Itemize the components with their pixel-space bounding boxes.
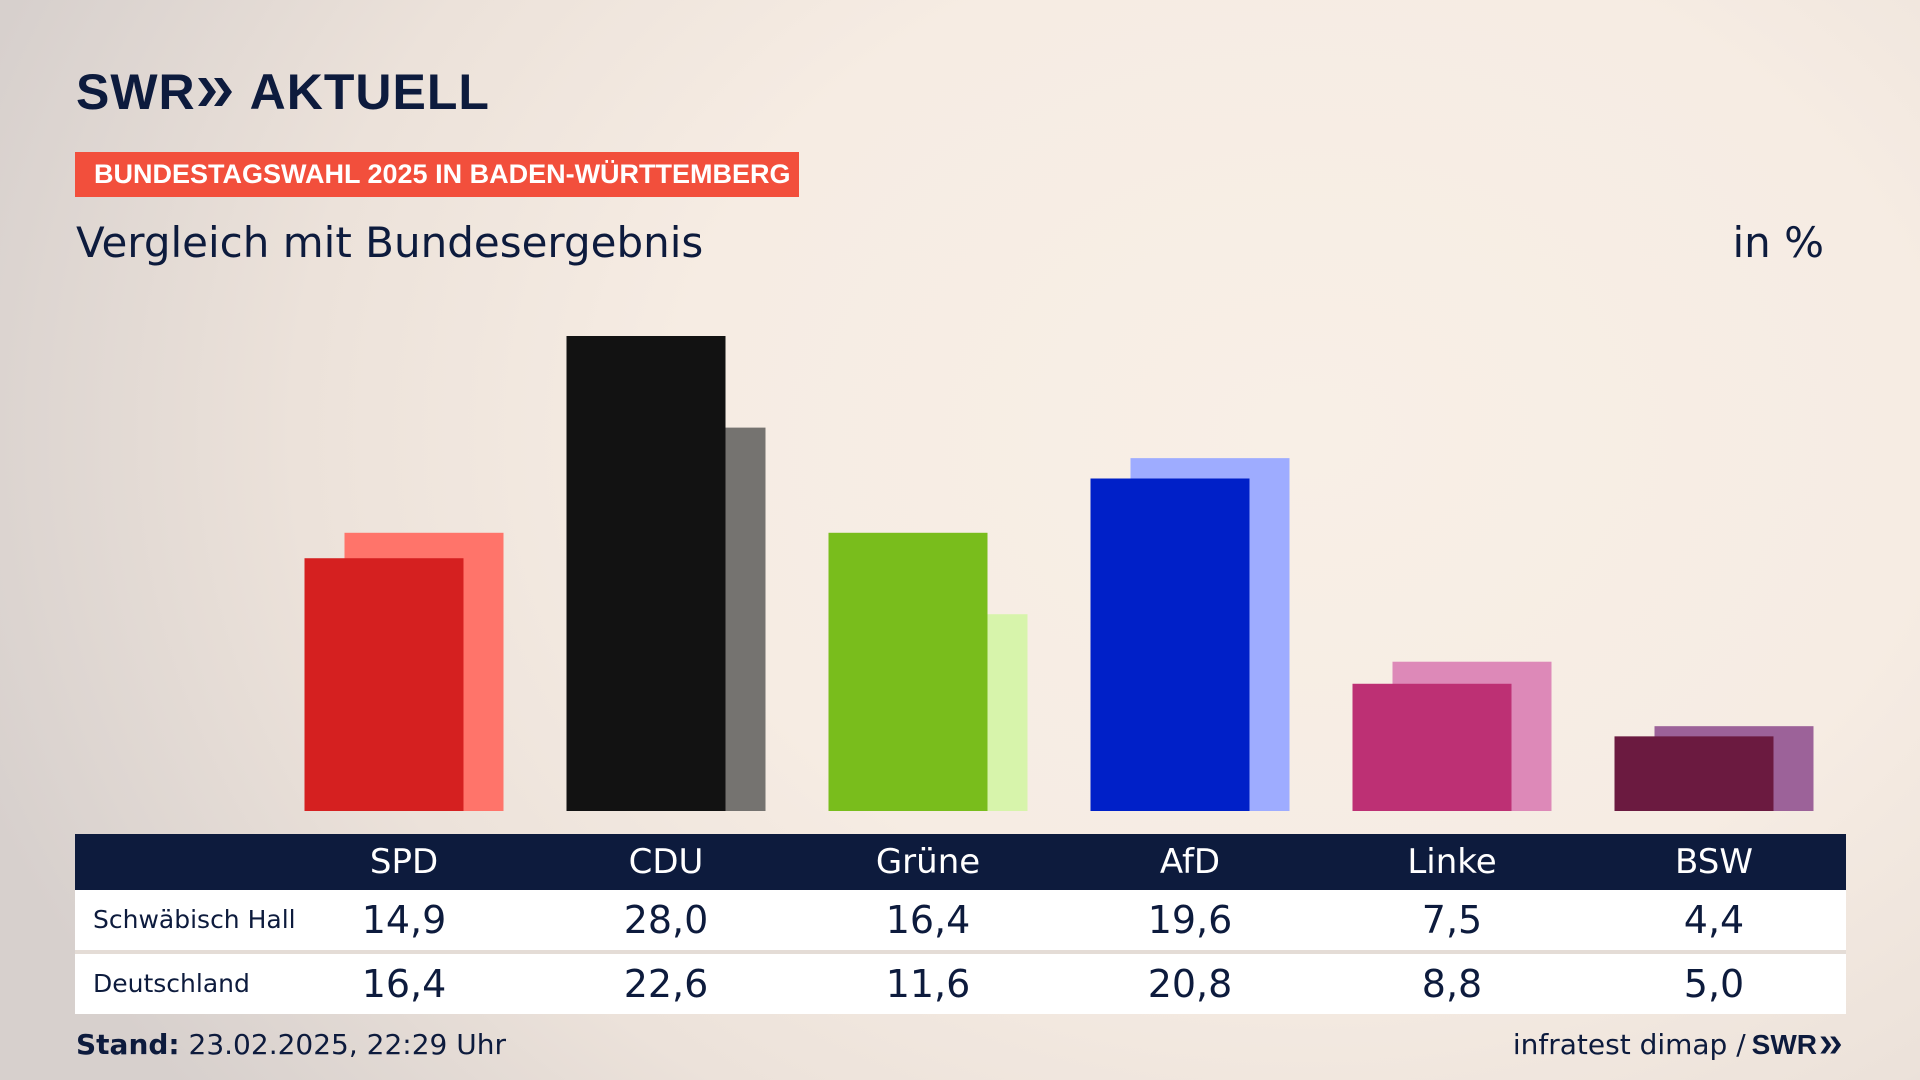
table-row-deutschland: Deutschland 16,4 22,6 11,6 20,8 8,8 5,0 — [75, 954, 1846, 1014]
footer-swr-logo: SWR — [1751, 1028, 1817, 1060]
header-bsw: BSW — [1675, 842, 1753, 882]
value-bsw: 5,0 — [1683, 962, 1745, 1006]
value-cdu: 28,0 — [623, 898, 709, 942]
value-afd: 19,6 — [1147, 898, 1233, 942]
header-gr-ne: Grüne — [875, 842, 981, 882]
bar-schwaebisch-hall-gr-ne — [828, 532, 988, 811]
stand-label: Stand: — [76, 1028, 180, 1061]
bar-schwaebisch-hall-bsw — [1614, 736, 1774, 811]
logo-aktuell-text: AKTUELL — [249, 64, 490, 120]
value-linke: 8,8 — [1421, 962, 1483, 1006]
value-gr-ne: 16,4 — [885, 898, 971, 942]
value-gr-ne: 11,6 — [885, 962, 971, 1006]
double-chevron-icon — [197, 78, 232, 106]
chart-subtitle: Vergleich mit Bundesergebnis — [76, 218, 704, 267]
header-afd: AfD — [1159, 842, 1221, 882]
source-credit: infratest dimap / SWR — [1513, 1028, 1844, 1061]
row-label: Schwäbisch Hall — [93, 905, 296, 934]
results-table: SPD CDU Grüne AfD Linke BSW Schwäbisch Hall 1… — [75, 834, 1846, 1014]
value-afd: 20,8 — [1147, 962, 1233, 1006]
unit-label: in % — [1732, 218, 1824, 267]
election-banner: BUNDESTAGSWAHL 2025 IN BADEN-WÜRTTEMBERG — [75, 152, 799, 197]
value-spd: 16,4 — [361, 962, 447, 1006]
logo-swr-text: SWR — [76, 64, 196, 120]
header-spd: SPD — [369, 842, 439, 882]
value-linke: 7,5 — [1421, 898, 1483, 942]
header-linke: Linke — [1407, 842, 1497, 882]
header-cdu: CDU — [628, 842, 704, 882]
timestamp: Stand: 23.02.2025, 22:29 Uhr — [76, 1028, 506, 1061]
table-row-schwaebisch-hall: Schwäbisch Hall 14,9 28,0 16,4 19,6 7,5 4,4 — [75, 890, 1846, 954]
value-spd: 14,9 — [361, 898, 447, 942]
source-text: infratest dimap / — [1512, 1028, 1746, 1061]
stand-value: 23.02.2025, 22:29 Uhr — [188, 1028, 506, 1061]
bar-schwaebisch-hall-afd — [1090, 478, 1250, 811]
double-chevron-icon — [1820, 1035, 1842, 1054]
value-bsw: 4,4 — [1683, 898, 1745, 942]
table-header: SPD CDU Grüne AfD Linke BSW — [75, 834, 1846, 890]
bar-schwaebisch-hall-spd — [304, 558, 464, 811]
bar-schwaebisch-hall-linke — [1352, 683, 1512, 811]
bar-chart — [304, 336, 1814, 811]
row-label: Deutschland — [93, 969, 250, 998]
swr-aktuell-logo: SWR AKTUELL — [76, 64, 490, 120]
value-cdu: 22,6 — [623, 962, 709, 1006]
bar-schwaebisch-hall-cdu — [566, 336, 726, 811]
